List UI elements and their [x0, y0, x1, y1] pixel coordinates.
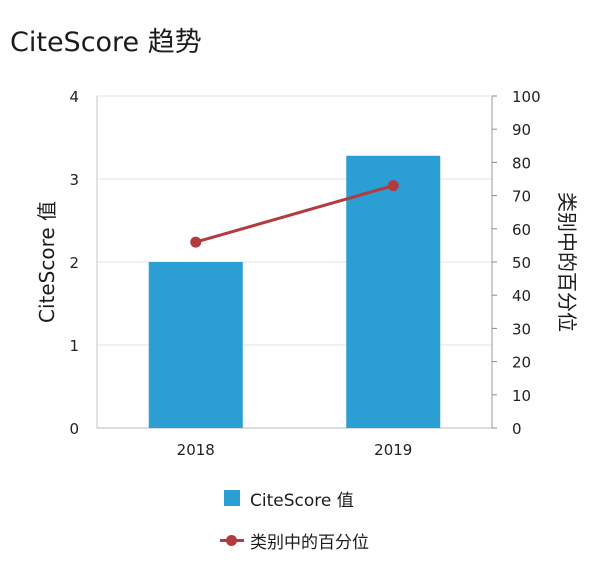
x-tick-label: 2019 [374, 441, 412, 459]
y2-tick-label: 30 [512, 320, 531, 338]
legend-item-citescore: CiteScore 值 [220, 484, 369, 512]
y-axis-title: CiteScore 值 [35, 201, 59, 323]
y2-tick-label: 70 [512, 188, 531, 206]
percentile-point-2019 [387, 180, 399, 192]
legend: CiteScore 值 类别中的百分位 [220, 484, 369, 554]
y-tick-label: 0 [69, 420, 79, 438]
y2-tick-label: 20 [512, 354, 531, 372]
y2-tick-label: 0 [512, 420, 522, 438]
y2-tick-label: 90 [512, 121, 531, 139]
legend-swatch-line [220, 532, 244, 548]
bar-2018 [148, 262, 243, 428]
percentile-line-series [190, 180, 399, 248]
y-tick-label: 2 [69, 254, 79, 272]
y-tick-label: 3 [69, 171, 79, 189]
y2-tick-label: 80 [512, 154, 531, 172]
legend-label-percentile: 类别中的百分位 [250, 532, 369, 553]
legend-line-marker [226, 535, 237, 546]
legend-item-percentile: 类别中的百分位 [220, 526, 369, 554]
y2-axis-title: 类别中的百分位 [555, 192, 579, 332]
percentile-line [195, 184, 394, 244]
legend-label-citescore: CiteScore 值 [250, 490, 354, 511]
x-tick-label: 2018 [177, 441, 215, 459]
bar-2019 [346, 155, 441, 428]
y2-tick-label: 100 [512, 88, 541, 106]
y2-tick-label: 60 [512, 221, 531, 239]
bars [148, 155, 441, 428]
chart-title: CiteScore 趋势 [10, 27, 202, 58]
percentile-point-2018 [190, 236, 202, 248]
y-tick-label: 4 [69, 88, 79, 106]
y2-tick-label: 50 [512, 254, 531, 272]
y2-tick-label: 10 [512, 387, 531, 405]
legend-swatch-bar [224, 490, 240, 506]
y2-tick-label: 40 [512, 287, 531, 305]
y-tick-label: 1 [69, 337, 79, 355]
